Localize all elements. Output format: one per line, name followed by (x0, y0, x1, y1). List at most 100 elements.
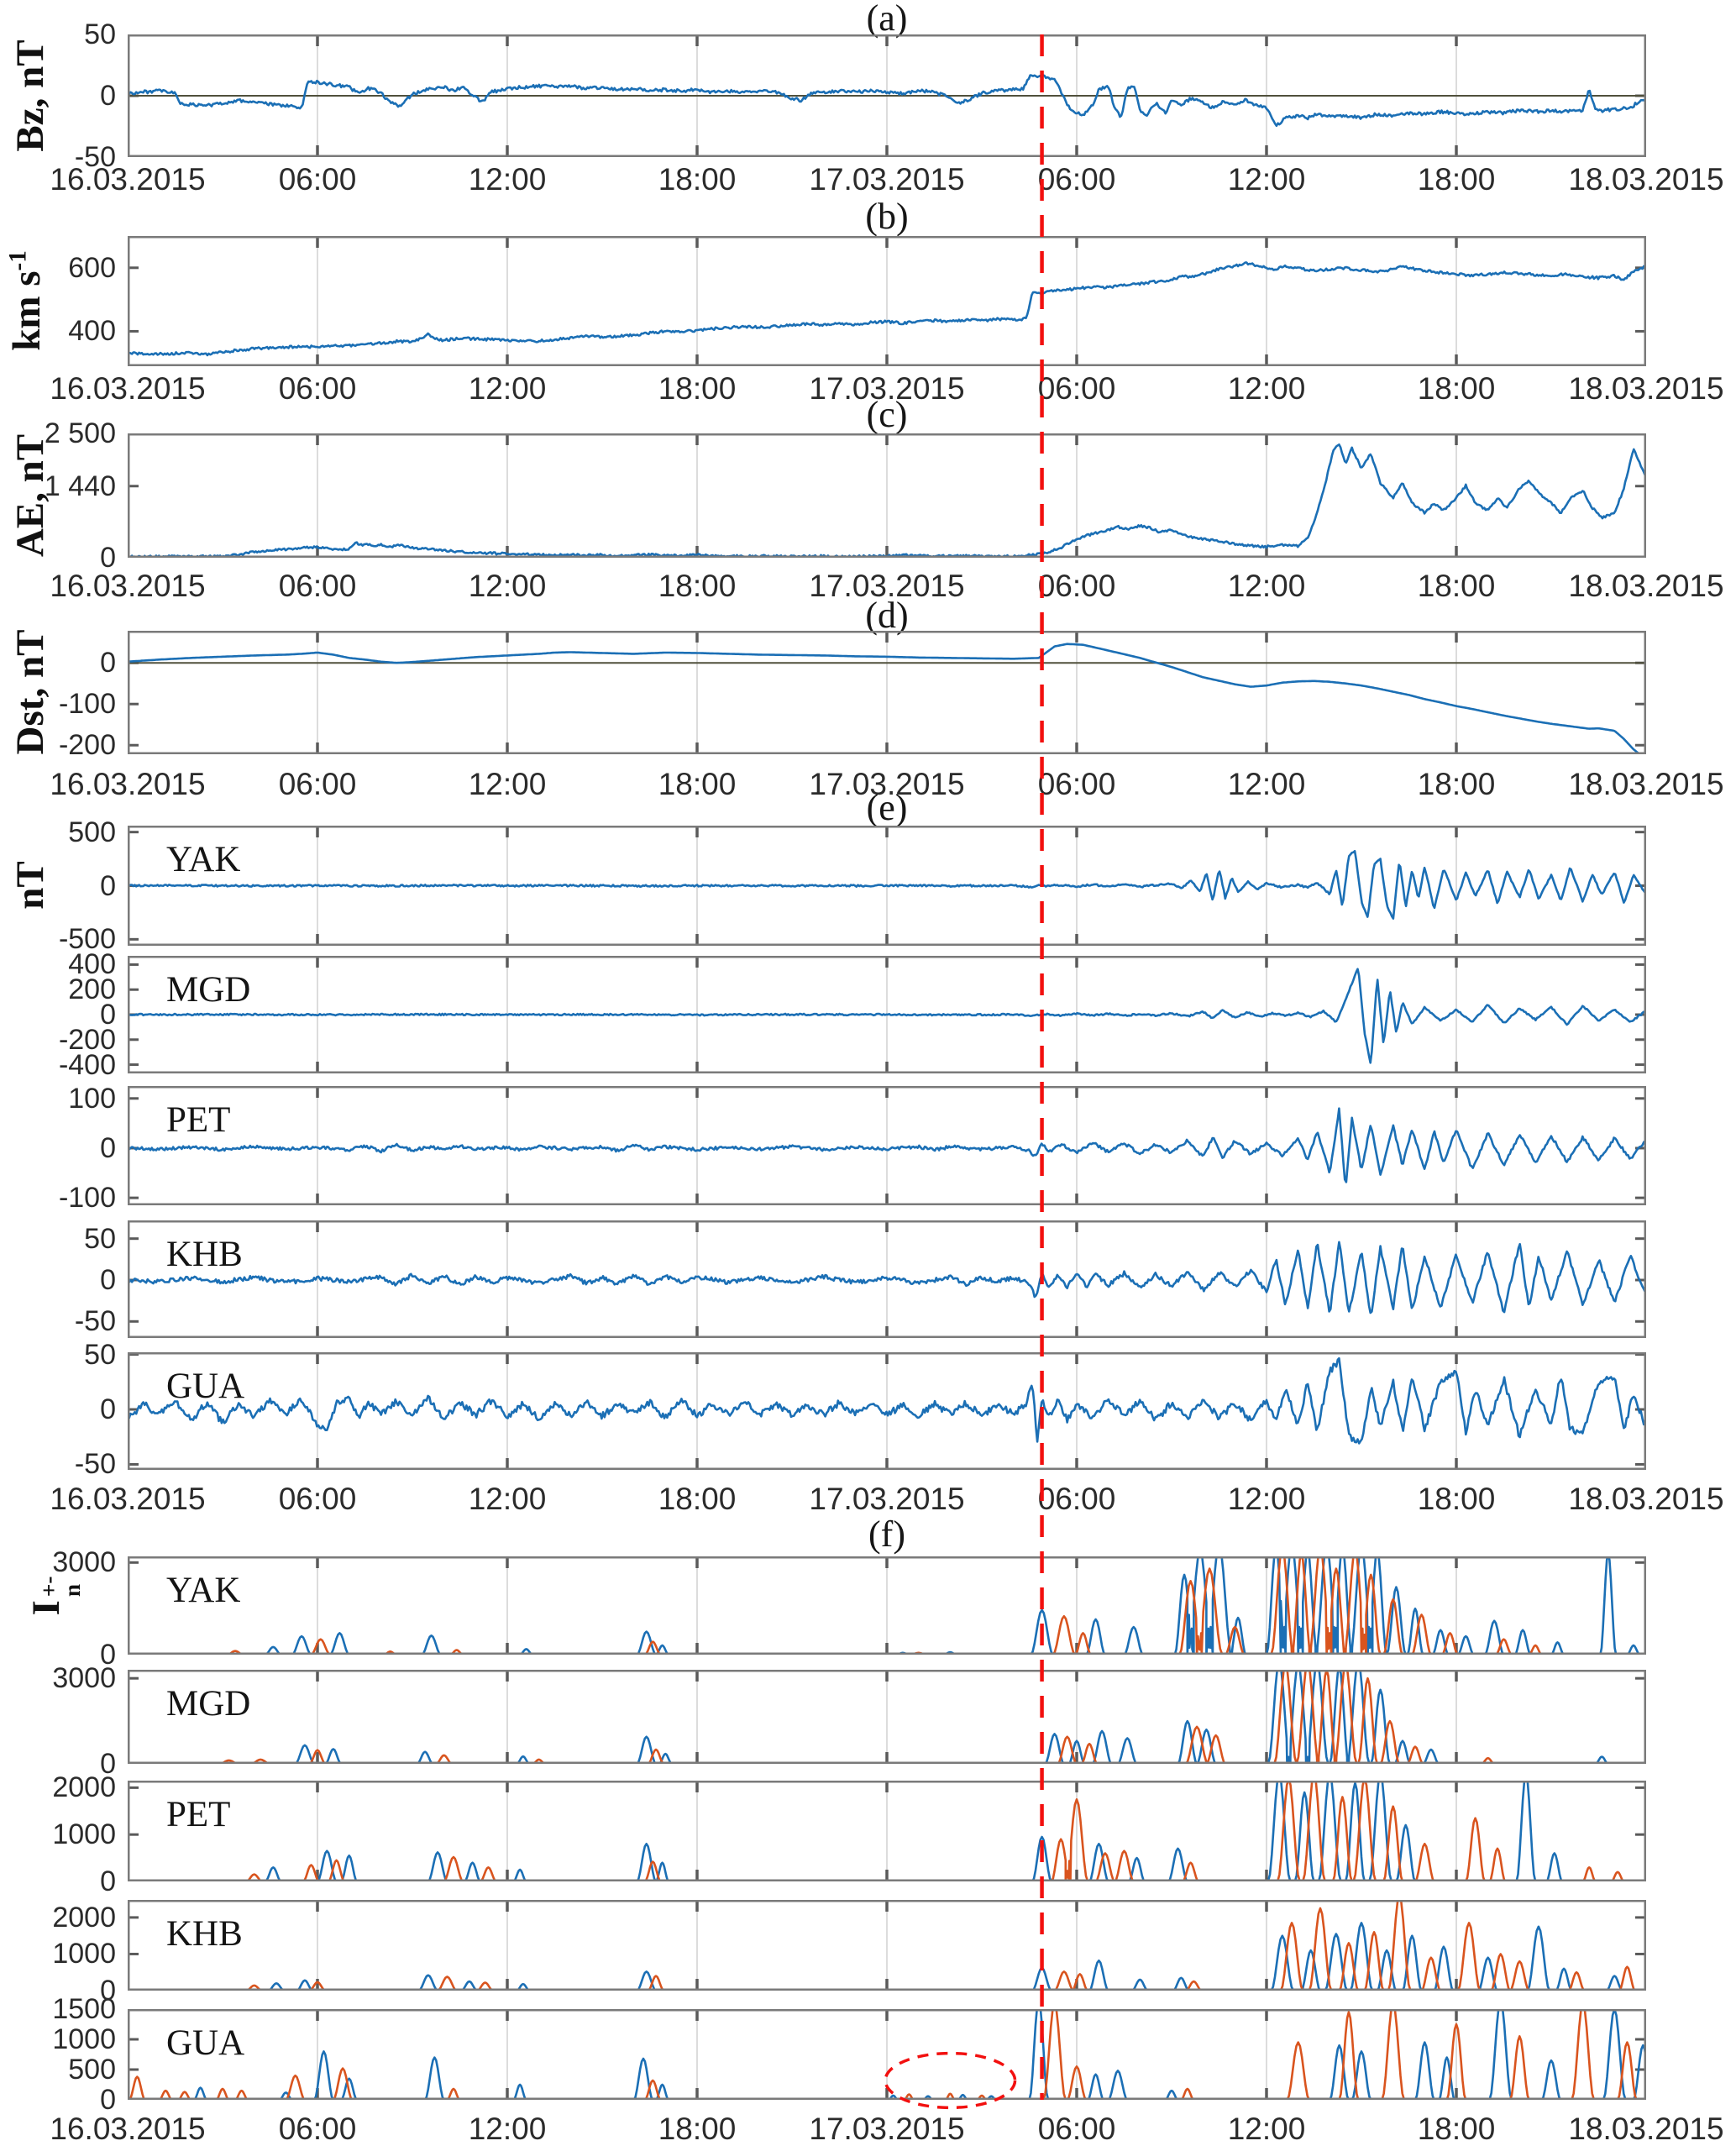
y-tick-label: -50 (74, 141, 116, 173)
station-label-MGD: MGD (166, 970, 251, 1010)
x-tick-label-a: 06:00 (278, 162, 357, 197)
plot-panel-a (127, 33, 1646, 161)
y-tick-label: 2000 (52, 1771, 116, 1804)
y-tick-label: -200 (58, 1023, 116, 1056)
y-tick-label: 50 (84, 1222, 116, 1255)
x-tick-label-d: 18.03.2015 (1568, 767, 1724, 801)
y-tick-label: -400 (58, 1048, 116, 1081)
y-tick-label: 500 (68, 816, 116, 848)
y-tick-label: 1000 (52, 1938, 116, 1970)
y-tick-label: 0 (100, 647, 116, 679)
x-tick-label-b: 12:00 (1227, 371, 1306, 406)
y-tick-label: 0 (100, 1263, 116, 1296)
x-tick-label-d: 06:00 (1037, 767, 1116, 801)
station-label-GUA: GUA (166, 2023, 245, 2063)
x-tick-label-e: 16.03.2015 (50, 1482, 206, 1516)
series-khb-dh (126, 1241, 1647, 1314)
x-tick-label-e: 18:00 (658, 1482, 737, 1516)
plot-panel-f-GUA (128, 1998, 1654, 2104)
y-tick-label: 0 (100, 1975, 116, 2007)
y-tick-label: 600 (68, 251, 116, 284)
y-tick-label: 400 (68, 948, 116, 981)
x-tick-label-a: 16.03.2015 (50, 162, 206, 197)
plot-panel-b (127, 236, 1646, 370)
in-index-subscript: n (59, 1584, 85, 1598)
x-tick-label-a: 18:00 (658, 162, 737, 197)
plot-panel-e-GUA (127, 1352, 1646, 1474)
plot-panel-f-MGD (128, 1660, 1646, 1768)
station-label-YAK: YAK (166, 840, 241, 879)
y-tick-label: 0 (100, 1865, 116, 1897)
plot-panel-c (127, 432, 1647, 562)
plot-panel-e-PET (127, 1086, 1646, 1209)
x-tick-label-e: 18.03.2015 (1568, 1482, 1724, 1516)
x-tick-label-d: 18:00 (658, 767, 737, 801)
station-label-KHB: KHB (166, 1235, 243, 1274)
x-tick-label-f: 18:00 (1417, 2112, 1496, 2146)
x-tick-label-b: 18:00 (1417, 371, 1496, 406)
x-tick-label-f: 18.03.2015 (1568, 2112, 1724, 2146)
x-tick-label-c: 12:00 (1227, 569, 1306, 603)
y-tick-label: 2 500 (44, 417, 116, 449)
x-tick-label-f: 16.03.2015 (50, 2112, 206, 2146)
station-label-YAK: YAK (166, 1571, 241, 1610)
plot-panel-e-KHB (126, 1220, 1647, 1342)
x-tick-label-a: 18.03.2015 (1568, 162, 1724, 197)
station-label-GUA: GUA (166, 1367, 245, 1406)
y-tick-label: 0 (100, 2084, 116, 2116)
y-tick-label: -50 (74, 1448, 116, 1481)
panel-letter-c: (c) (866, 394, 908, 435)
y-tick-label: 0 (100, 80, 116, 112)
y-tick-label: 0 (100, 999, 116, 1031)
y-tick-label: 200 (68, 973, 116, 1006)
station-label-PET: PET (166, 1795, 231, 1834)
y-tick-label: 1500 (52, 1993, 116, 2025)
x-tick-label-d: 16.03.2015 (50, 767, 206, 801)
x-tick-label-b: 18:00 (658, 371, 737, 406)
x-tick-label-f: 17.03.2015 (809, 2112, 965, 2146)
x-tick-label-a: 17.03.2015 (809, 162, 965, 197)
y-tick-label: -500 (58, 923, 116, 956)
series-in-plus (128, 1922, 1646, 1992)
panel-letter-a: (a) (866, 0, 908, 39)
plot-panel-e-YAK (127, 826, 1646, 950)
y-tick-label: 0 (100, 542, 116, 574)
y-tick-label: 1 440 (44, 470, 116, 502)
x-tick-label-d: 17.03.2015 (809, 767, 965, 801)
x-tick-label-b: 06:00 (1037, 371, 1116, 406)
y-tick-label: 2000 (52, 1901, 116, 1933)
series-pet-dh (127, 1107, 1646, 1183)
y-tick-label: -200 (58, 729, 116, 762)
x-tick-label-e: 12:00 (468, 1482, 547, 1516)
y-tick-label: -100 (58, 688, 116, 721)
x-tick-label-b: 16.03.2015 (50, 371, 206, 406)
x-tick-label-a: 06:00 (1037, 162, 1116, 197)
y-tick-label: 0 (100, 1131, 116, 1164)
x-tick-label-e: 12:00 (1227, 1482, 1306, 1516)
y-tick-label: 400 (68, 315, 116, 348)
station-label-MGD: MGD (166, 1684, 251, 1724)
x-tick-label-a: 12:00 (468, 162, 547, 197)
y-tick-label: 0 (100, 1748, 116, 1780)
x-tick-label-f: 12:00 (468, 2112, 547, 2146)
x-tick-label-b: 06:00 (278, 371, 357, 406)
station-label-KHB: KHB (166, 1914, 243, 1954)
series-gua-dh (127, 1356, 1646, 1445)
y-tick-label: 0 (100, 1639, 116, 1671)
x-tick-label-c: 17.03.2015 (809, 569, 965, 603)
y-tick-label: 500 (68, 2054, 116, 2086)
panel-letter-e: (e) (866, 787, 908, 828)
panel-letter-d: (d) (865, 595, 909, 636)
series-dst (127, 643, 1646, 757)
x-tick-label-e: 06:00 (278, 1482, 357, 1516)
in-index-superscript: +- (36, 1576, 62, 1598)
x-tick-label-c: 16.03.2015 (50, 569, 206, 603)
x-tick-label-c: 06:00 (1037, 569, 1116, 603)
x-tick-label-c: 06:00 (278, 569, 357, 603)
y-tick-label: -50 (74, 1305, 116, 1338)
series-yak-dh (127, 850, 1646, 920)
x-tick-label-b: 17.03.2015 (809, 371, 965, 406)
x-tick-label-f: 06:00 (1037, 2112, 1116, 2146)
x-tick-label-a: 18:00 (1417, 162, 1496, 197)
plot-panel-e-MGD (127, 956, 1646, 1078)
